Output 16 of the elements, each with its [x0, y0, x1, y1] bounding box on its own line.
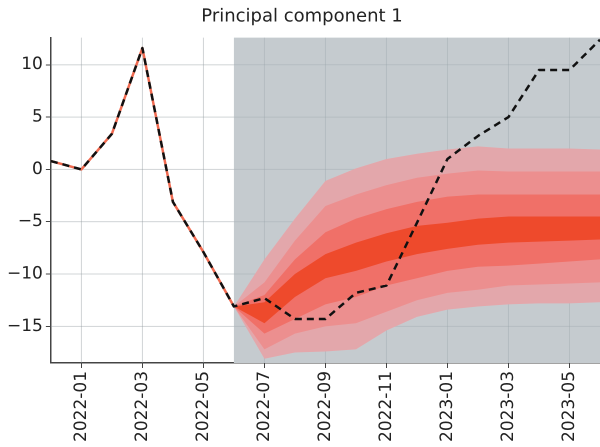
x-tick-label: 2023-03 — [498, 370, 518, 442]
chart-title: Principal component 1 — [201, 5, 403, 26]
y-tick-label: −5 — [18, 211, 43, 232]
y-tick-label: 5 — [32, 106, 43, 127]
x-tick-label: 2022-07 — [254, 370, 274, 442]
y-tick-label: 10 — [21, 54, 43, 74]
x-tick-label: 2022-05 — [192, 370, 213, 442]
x-tick-label: 2023-01 — [436, 370, 457, 442]
y-tick-label: −15 — [6, 316, 43, 336]
x-tick-label: 2022-01 — [70, 370, 91, 442]
x-tick-label: 2022-11 — [376, 370, 396, 442]
y-tick-label: −10 — [6, 263, 43, 284]
x-tick-label: 2022-03 — [132, 370, 152, 442]
x-tick-label: 2022-09 — [314, 370, 335, 442]
x-tick-label: 2023-05 — [558, 370, 579, 442]
y-tick-label: 0 — [32, 158, 43, 179]
